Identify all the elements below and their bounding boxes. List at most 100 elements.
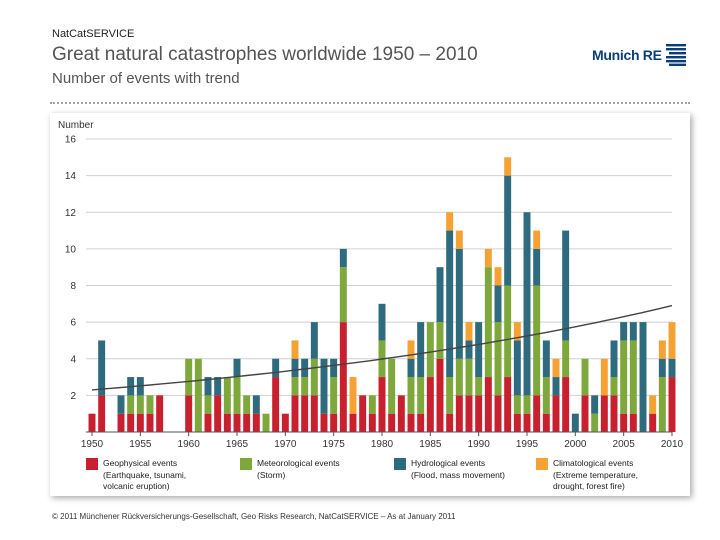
bar-segment-meteorological-1956 (146, 395, 154, 414)
bar-segment-geophysical-1953 (117, 413, 125, 432)
bar-segment-meteorological-1985 (426, 322, 434, 378)
bar-segment-climatological-1998 (552, 358, 560, 378)
bar-segment-meteorological-1993 (504, 285, 512, 378)
y-tick-label: 4 (70, 354, 76, 365)
bar-segment-meteorological-1964 (223, 377, 231, 414)
bar-segment-geophysical-1989 (465, 395, 473, 432)
bar-segment-hydrological-1989 (465, 340, 473, 359)
y-tick-label: 12 (65, 208, 77, 219)
bar-segment-climatological-1991 (484, 248, 492, 268)
bar-segment-geophysical-1993 (504, 377, 512, 432)
bar-segment-climatological-2003 (600, 358, 608, 396)
bar-segment-hydrological-1969 (272, 358, 280, 378)
bar-segment-geophysical-1977 (349, 413, 357, 432)
bar-segment-geophysical-1994 (513, 413, 521, 432)
bar-segment-hydrological-1953 (117, 395, 125, 414)
bar-segment-geophysical-1972 (301, 395, 309, 432)
bar-segment-geophysical-1969 (272, 377, 280, 432)
bar-segment-geophysical-1975 (330, 413, 338, 432)
x-tick-label: 2005 (613, 439, 636, 450)
bar-segment-meteorological-1961 (194, 358, 202, 432)
bar-segment-meteorological-1955 (136, 395, 144, 414)
bar-segment-hydrological-1996 (533, 248, 541, 286)
bar-segment-geophysical-1964 (223, 413, 231, 432)
bar-segment-geophysical-1950 (88, 413, 96, 432)
bar-segment-meteorological-1999 (562, 340, 570, 378)
bar-segment-geophysical-1970 (281, 413, 289, 432)
bar-segment-geophysical-2010 (668, 377, 676, 432)
bar-segment-geophysical-1973 (310, 395, 318, 432)
bar-segment-geophysical-1974 (320, 413, 328, 432)
legend-label-geophysical: Geophysical events (103, 458, 177, 468)
x-tick-label: 1950 (81, 439, 104, 450)
legend-description-geophysical: (Earthquake, tsunami, (103, 470, 186, 480)
bar-segment-meteorological-2005 (620, 340, 628, 414)
bar-segment-meteorological-1988 (455, 358, 463, 396)
bar-segment-meteorological-1968 (262, 413, 270, 432)
x-tick-label: 1995 (516, 439, 539, 450)
bar-segment-climatological-1989 (465, 322, 473, 341)
bar-segment-geophysical-1957 (156, 395, 164, 432)
bar-segment-hydrological-1999 (562, 230, 570, 341)
bar-segment-hydrological-1988 (455, 248, 463, 359)
x-tick-label: 1985 (419, 439, 442, 450)
bar-segment-climatological-1987 (446, 212, 454, 231)
bar-segment-geophysical-1987 (446, 413, 454, 432)
bar-segment-geophysical-1992 (494, 395, 502, 432)
bar-segment-meteorological-2009 (658, 377, 666, 432)
legend-swatch-hydrological (394, 458, 406, 470)
bar-segment-hydrological-1993 (504, 175, 512, 286)
bar-segment-climatological-1983 (407, 340, 415, 359)
y-tick-label: 6 (70, 318, 76, 329)
bar-segment-hydrological-1992 (494, 285, 502, 323)
bar-segment-geophysical-1984 (417, 413, 425, 432)
bar-segment-meteorological-1991 (484, 267, 492, 378)
bar-segment-meteorological-1989 (465, 358, 473, 396)
bar-segment-meteorological-1986 (436, 322, 444, 359)
legend-label-meteorological: Meteorological events (257, 458, 340, 468)
x-tick-label: 1975 (323, 439, 346, 450)
bar-segment-geophysical-1971 (291, 395, 299, 432)
trend-top-layer (91, 304, 673, 391)
bar-segment-hydrological-2006 (629, 322, 637, 341)
bar-segment-meteorological-1965 (233, 377, 241, 414)
bar-segment-hydrological-1951 (98, 340, 106, 396)
header-divider (50, 102, 690, 104)
y-tick-label: 2 (70, 391, 76, 402)
y-axis-label: Number (58, 120, 94, 131)
y-tick-label: 8 (70, 281, 76, 292)
bar-segment-hydrological-2002 (591, 395, 599, 414)
bar-segment-meteorological-1994 (513, 395, 521, 414)
x-tick-label: 1990 (468, 439, 491, 450)
bar-segment-meteorological-1962 (204, 395, 212, 414)
legend-description-hydrological: (Flood, mass movement) (411, 470, 505, 480)
bar-segment-geophysical-1990 (475, 395, 483, 432)
grid: 2 4 6 8 10 12 14 16 (65, 135, 672, 402)
bar-segment-meteorological-1992 (494, 322, 502, 396)
bar-segment-hydrological-1997 (542, 340, 550, 378)
bar-segment-geophysical-1962 (204, 413, 212, 432)
bar-segment-geophysical-1967 (252, 413, 260, 432)
bar-segment-hydrological-1972 (301, 358, 309, 378)
bar-segment-geophysical-1996 (533, 395, 541, 432)
bar-segment-geophysical-2001 (581, 395, 589, 432)
bar-segment-meteorological-1976 (339, 267, 347, 323)
trend-line (91, 304, 673, 391)
bar-segment-geophysical-1985 (426, 377, 434, 432)
bar-segment-meteorological-1984 (417, 377, 425, 414)
bar-segment-hydrological-1994 (513, 340, 521, 396)
legend-description-meteorological: (Storm) (257, 470, 286, 480)
bar-segment-geophysical-2006 (629, 413, 637, 432)
legend-swatch-climatological (536, 458, 548, 470)
bar-segment-hydrological-1963 (214, 377, 222, 396)
bar-segment-climatological-2008 (649, 395, 657, 414)
x-tick-label: 1960 (178, 439, 201, 450)
bar-segment-geophysical-1999 (562, 377, 570, 432)
bar-segment-hydrological-1965 (233, 358, 241, 378)
bar-segment-geophysical-1951 (98, 395, 106, 432)
bar-segment-geophysical-1976 (339, 322, 347, 432)
bar-segment-hydrological-2005 (620, 322, 628, 341)
bar-segment-hydrological-1984 (417, 322, 425, 378)
bar-segment-climatological-1977 (349, 377, 357, 414)
bar-segment-geophysical-1980 (378, 377, 386, 432)
